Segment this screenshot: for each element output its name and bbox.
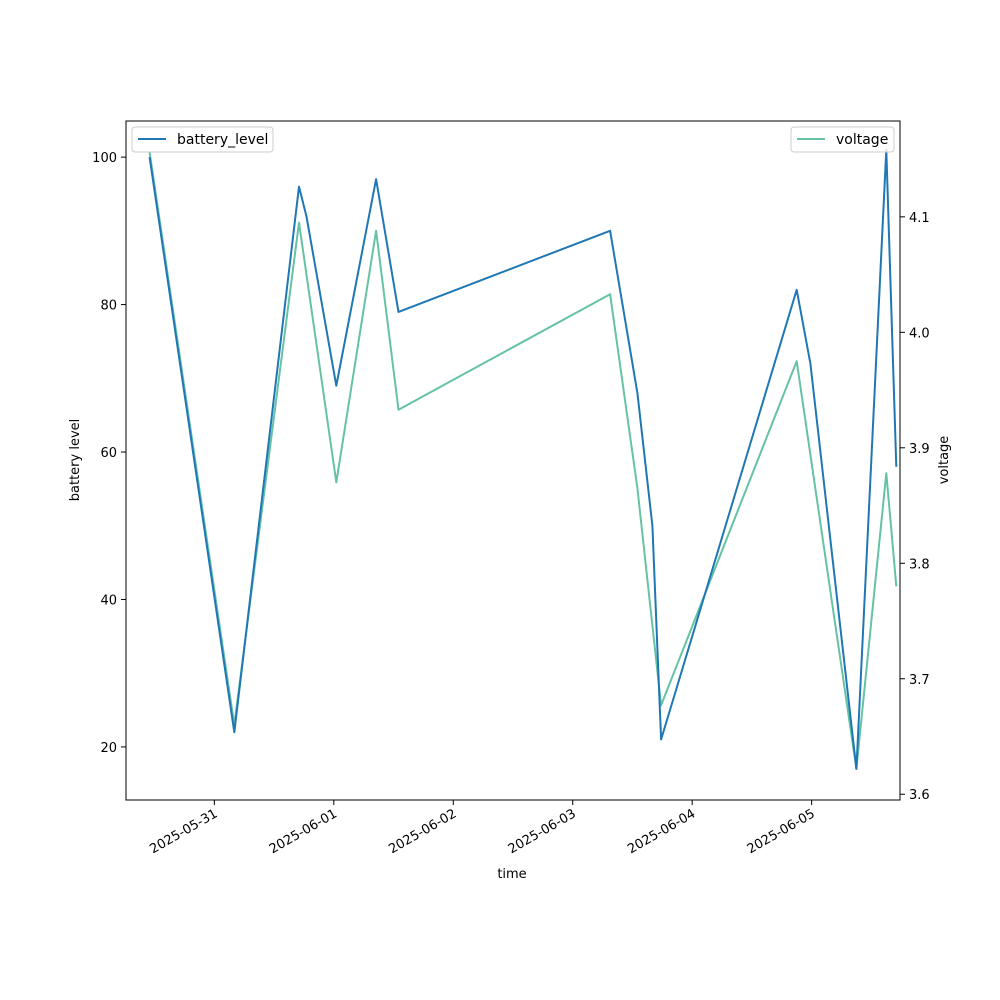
y-left-tick-label: 20 [100, 741, 117, 756]
series-layer [148, 148, 898, 770]
y-right-tick-label: 4.1 [909, 211, 930, 226]
legend-battery-level: battery_level [131, 126, 274, 153]
legend-voltage: voltage [790, 126, 895, 153]
x-tick-label: 2025-06-05 [745, 806, 818, 857]
series-line-voltage [148, 152, 898, 770]
x-axis-label: time [497, 867, 526, 882]
x-tick-label: 2025-05-31 [147, 806, 220, 857]
x-tick-label: 2025-06-01 [267, 806, 340, 857]
x-tick-label: 2025-06-04 [625, 806, 698, 857]
y-left-tick-label: 60 [100, 446, 117, 461]
y-left-axis-label: battery level [68, 419, 83, 502]
y-right-tick-label: 3.6 [909, 788, 930, 803]
x-tick-label: 2025-06-02 [386, 806, 459, 857]
y-right-tick-label: 4.0 [909, 326, 930, 341]
plot-frame [125, 120, 901, 801]
y-right-axis-label: voltage [937, 436, 952, 485]
y-left-tick-label: 100 [92, 151, 117, 166]
y-right-tick-label: 3.7 [909, 673, 930, 688]
legend-voltage-box [790, 126, 895, 153]
legend-voltage-label: voltage [836, 132, 888, 148]
y-left-tick-label: 40 [100, 593, 117, 608]
legend-battery-level-box [131, 126, 274, 153]
series-line-battery-level [148, 148, 898, 770]
legend-battery-level-label: battery_level [177, 132, 268, 148]
x-tick-label: 2025-06-03 [506, 806, 579, 857]
y-left-tick-label: 80 [100, 299, 117, 314]
y-right-tick-label: 3.9 [909, 442, 930, 457]
axes-layer: 2025-05-31 2025-06-01 2025-06-02 2025-06-03… [92, 120, 930, 857]
y-right-tick-label: 3.8 [909, 557, 930, 572]
